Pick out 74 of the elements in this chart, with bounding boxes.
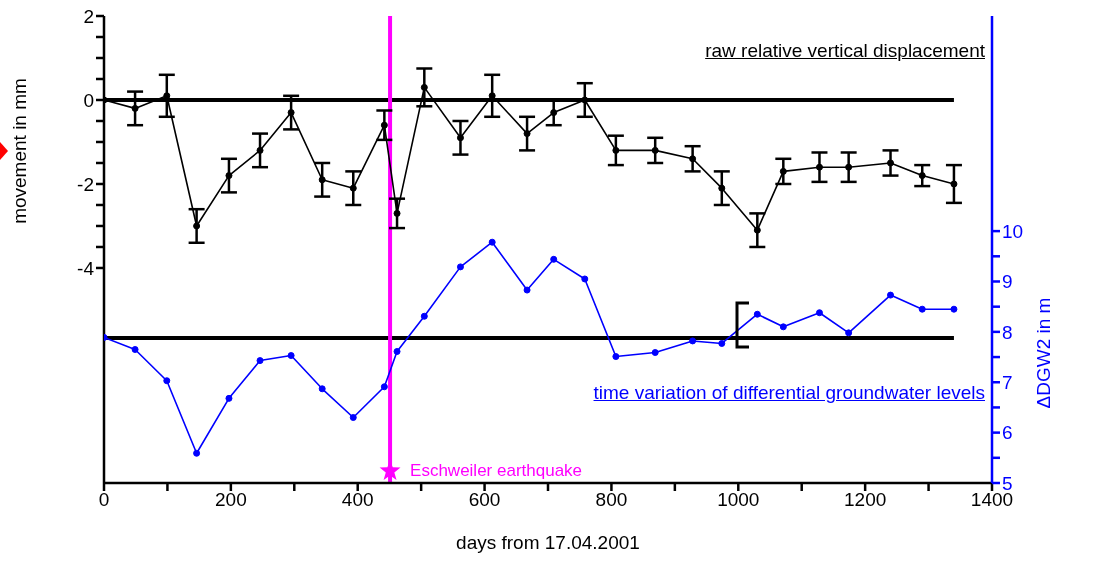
point bbox=[581, 96, 589, 104]
point bbox=[420, 83, 428, 91]
point bbox=[456, 263, 464, 271]
point bbox=[287, 109, 295, 117]
y-tick-label: 0 bbox=[83, 89, 94, 111]
point bbox=[845, 329, 853, 337]
point bbox=[550, 255, 558, 263]
point bbox=[349, 414, 357, 422]
x-tick-label: 400 bbox=[341, 489, 374, 511]
point bbox=[380, 121, 388, 129]
x-tick-label: 0 bbox=[98, 489, 110, 511]
x-axis-title: days from 17.04.2001 bbox=[456, 532, 640, 553]
point bbox=[689, 337, 697, 345]
y2-tick-label: 10 bbox=[1002, 220, 1024, 242]
point bbox=[550, 109, 558, 117]
point bbox=[887, 159, 895, 167]
point bbox=[131, 346, 139, 353]
point bbox=[651, 349, 659, 357]
point bbox=[523, 130, 531, 138]
point bbox=[887, 291, 895, 299]
point bbox=[950, 180, 958, 188]
point bbox=[131, 104, 139, 112]
point bbox=[950, 305, 958, 313]
point bbox=[420, 312, 428, 320]
annotation: time variation of differential groundwater levels bbox=[593, 382, 985, 404]
x-tick-label: 800 bbox=[595, 489, 628, 511]
point bbox=[256, 357, 264, 365]
point bbox=[193, 449, 201, 457]
y2-tick-label: 9 bbox=[1002, 271, 1013, 293]
y-tick-label: -4 bbox=[77, 257, 95, 279]
y2-tick-label: 8 bbox=[1002, 321, 1013, 343]
point bbox=[753, 310, 761, 318]
point bbox=[287, 352, 295, 360]
x-tick-label: 600 bbox=[468, 489, 501, 511]
x-tick-label: 200 bbox=[215, 489, 247, 511]
point bbox=[225, 172, 233, 180]
point bbox=[845, 163, 853, 171]
point bbox=[318, 176, 326, 184]
point bbox=[393, 209, 401, 217]
point bbox=[918, 172, 926, 180]
point bbox=[689, 155, 697, 163]
point bbox=[612, 353, 620, 361]
y2-tick-label: 6 bbox=[1002, 422, 1013, 444]
point bbox=[256, 146, 264, 154]
point bbox=[349, 184, 357, 192]
point bbox=[581, 275, 589, 283]
point bbox=[779, 167, 787, 175]
point bbox=[718, 184, 726, 192]
point bbox=[779, 323, 787, 331]
x-tick-label: 1000 bbox=[717, 489, 760, 511]
point bbox=[718, 339, 726, 347]
point bbox=[815, 309, 823, 317]
x-tick-label: 1200 bbox=[844, 489, 887, 511]
y2-axis-title: ΔDGW2 in m bbox=[1033, 297, 1054, 409]
point bbox=[318, 385, 326, 393]
y2-tick-label: 7 bbox=[1002, 371, 1013, 393]
y-axis-title: movement in mm bbox=[9, 78, 30, 224]
point bbox=[225, 394, 233, 402]
y-tick-label: -2 bbox=[77, 173, 94, 195]
point bbox=[193, 222, 201, 230]
ref-line-label: Eschweiler earthquake bbox=[410, 461, 583, 481]
point bbox=[918, 305, 926, 313]
point bbox=[393, 348, 401, 356]
point bbox=[488, 238, 496, 246]
point bbox=[815, 163, 823, 171]
point bbox=[456, 134, 464, 142]
point bbox=[651, 146, 659, 154]
point bbox=[163, 377, 171, 385]
point bbox=[753, 226, 761, 234]
point bbox=[523, 286, 531, 294]
y-tick-label: 2 bbox=[83, 5, 94, 27]
point bbox=[380, 383, 388, 391]
annotation: raw relative vertical displacement bbox=[705, 40, 985, 62]
point bbox=[612, 146, 620, 154]
